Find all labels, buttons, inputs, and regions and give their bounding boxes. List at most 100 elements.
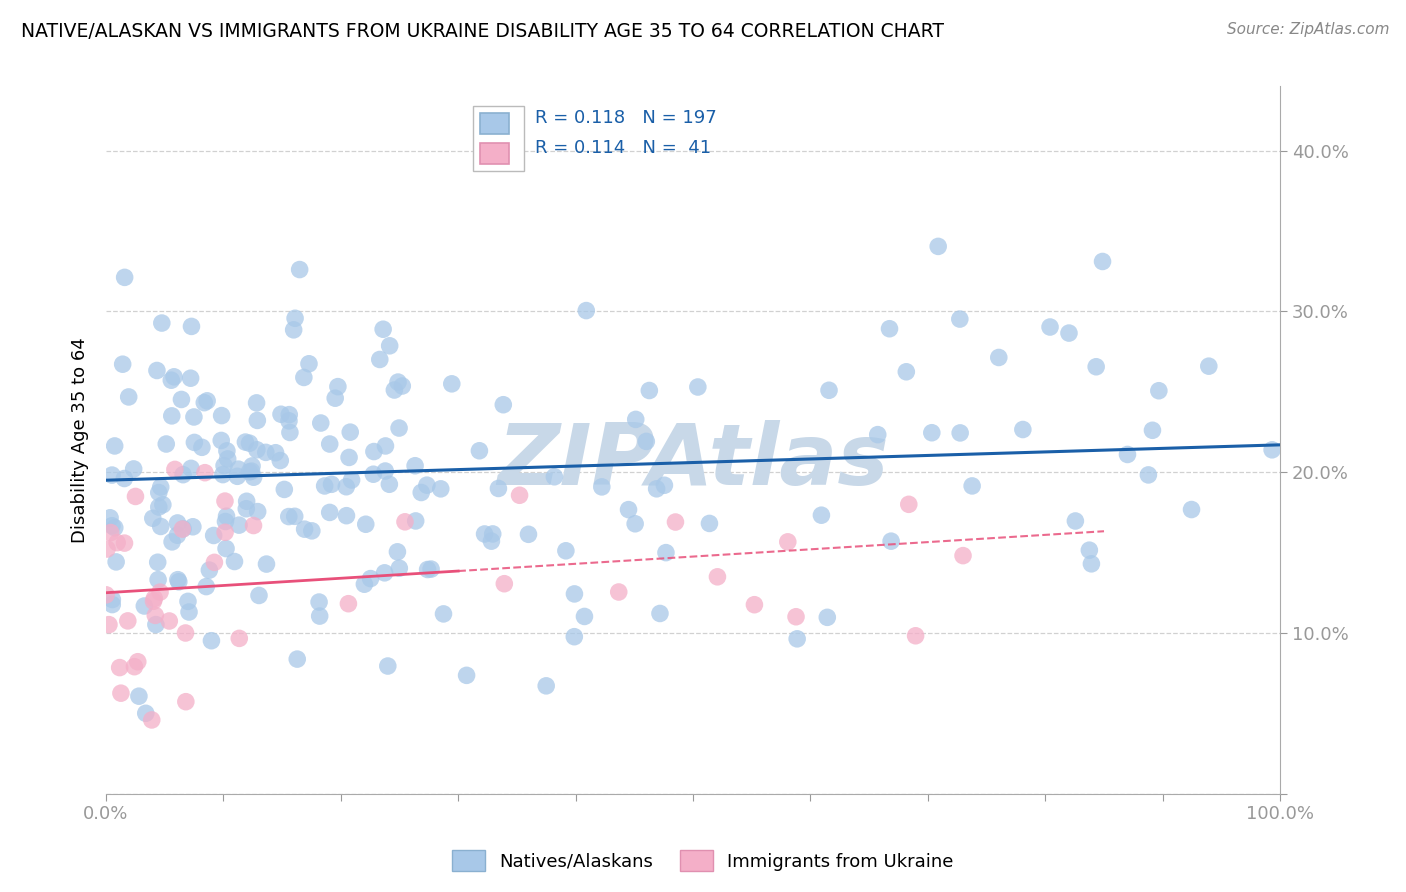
Point (181, 520, 204, 534)
Point (217, 451, 239, 466)
Point (148, 500, 170, 514)
Point (278, 408, 301, 422)
Point (880, 534, 903, 549)
Point (174, 695, 197, 709)
Point (1039, 320, 1062, 334)
Point (363, 444, 385, 458)
Point (1147, 384, 1170, 398)
Point (146, 555, 169, 569)
Point (148, 485, 170, 500)
Point (228, 632, 250, 646)
Point (194, 466, 217, 480)
Point (195, 393, 218, 408)
Point (238, 436, 260, 450)
Point (108, 660, 131, 674)
Point (238, 465, 260, 479)
Point (394, 515, 416, 529)
Point (235, 494, 257, 508)
Point (240, 458, 263, 473)
Point (363, 467, 385, 482)
Point (374, 566, 396, 580)
Point (897, 497, 920, 511)
Point (543, 469, 565, 483)
Point (101, 598, 124, 612)
Point (149, 519, 172, 533)
Point (785, 609, 807, 624)
Point (110, 686, 132, 700)
Point (776, 534, 799, 549)
Point (278, 425, 301, 440)
Point (166, 573, 188, 587)
Point (104, 521, 127, 535)
Point (285, 652, 308, 666)
Point (288, 262, 311, 277)
Point (242, 470, 264, 484)
Point (101, 468, 124, 483)
Point (104, 439, 127, 453)
Point (226, 469, 249, 483)
Point (273, 483, 295, 497)
Point (146, 573, 169, 587)
Text: NATIVE/ALASKAN VS IMMIGRANTS FROM UKRAINE DISABILITY AGE 35 TO 64 CORRELATION CH: NATIVE/ALASKAN VS IMMIGRANTS FROM UKRAIN… (21, 22, 943, 41)
Point (152, 498, 174, 512)
Text: R = 0.118   N = 197: R = 0.118 N = 197 (534, 109, 716, 128)
Point (193, 395, 215, 409)
Point (242, 518, 264, 533)
Point (246, 442, 269, 457)
Point (509, 488, 531, 502)
Point (607, 585, 630, 599)
Point (645, 482, 668, 496)
Point (150, 316, 173, 330)
Point (215, 541, 238, 556)
Point (170, 392, 193, 407)
Point (377, 659, 399, 673)
Point (309, 416, 332, 430)
Point (456, 668, 478, 682)
Point (474, 527, 496, 541)
Point (492, 398, 515, 412)
Point (308, 609, 330, 624)
Point (335, 480, 357, 494)
Point (135, 706, 157, 721)
Point (228, 462, 250, 476)
Point (1057, 326, 1080, 340)
Point (655, 546, 678, 560)
Point (517, 527, 540, 541)
Point (494, 576, 516, 591)
Point (373, 322, 395, 336)
Point (927, 239, 949, 253)
Point (326, 379, 349, 393)
Point (127, 655, 149, 669)
Point (319, 437, 342, 451)
Point (440, 376, 463, 391)
Point (183, 435, 205, 450)
Point (575, 303, 598, 318)
Point (360, 572, 382, 586)
Point (124, 659, 146, 673)
Point (301, 524, 323, 538)
Legend: , : , (472, 106, 523, 171)
Point (191, 440, 214, 454)
Point (818, 384, 841, 398)
Point (264, 446, 287, 460)
Point (420, 562, 443, 576)
Point (686, 380, 709, 394)
Point (228, 518, 250, 533)
Point (353, 577, 375, 591)
Point (636, 434, 658, 449)
Point (134, 599, 156, 613)
Point (706, 570, 728, 584)
Point (416, 478, 439, 492)
Point (163, 462, 186, 476)
Point (1080, 557, 1102, 571)
Point (1078, 543, 1101, 558)
Point (1137, 467, 1160, 482)
Point (146, 363, 169, 377)
Point (744, 598, 766, 612)
Point (160, 534, 183, 549)
Point (143, 591, 166, 606)
Point (405, 514, 427, 528)
Point (960, 479, 983, 493)
Point (163, 369, 186, 384)
Point (100, 525, 122, 540)
